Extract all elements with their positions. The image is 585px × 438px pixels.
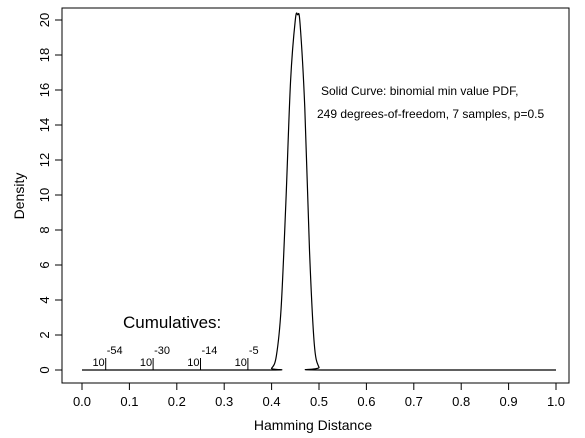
- cumulative-exponent: -5: [249, 345, 259, 357]
- y-tick-label: 10: [37, 188, 52, 202]
- y-tick-label: 12: [37, 153, 52, 167]
- x-tick-label: 0.3: [215, 394, 233, 409]
- x-tick-label: 0.7: [405, 394, 423, 409]
- y-tick-label: 2: [37, 331, 52, 338]
- x-tick-label: 1.0: [547, 394, 565, 409]
- x-tick-label: 0.5: [310, 394, 328, 409]
- x-tick-label: 0.6: [357, 394, 375, 409]
- y-tick-label: 18: [37, 48, 52, 62]
- annotation-line-1: Solid Curve: binomial min value PDF,: [321, 84, 518, 98]
- series-line: [81, 12, 556, 371]
- y-tick-label: 4: [37, 296, 52, 303]
- y-tick-label: 14: [37, 118, 52, 132]
- y-tick-label: 6: [37, 261, 52, 268]
- x-axis-title: Hamming Distance: [254, 417, 372, 433]
- cumulatives-title: Cumulatives:: [123, 313, 221, 332]
- x-tick-label: 0.9: [500, 394, 518, 409]
- cumulative-base: 10: [92, 357, 104, 369]
- cumulative-exponent: -30: [154, 345, 170, 357]
- cumulative-base: 10: [235, 357, 247, 369]
- y-axis: 0 2 4 6 8 10 12 14 16 18 20: [37, 13, 62, 374]
- y-tick-label: 8: [37, 226, 52, 233]
- y-axis-title: Density: [11, 173, 27, 220]
- x-tick-label: 0.8: [452, 394, 470, 409]
- cumulative-exponent: -14: [202, 345, 218, 357]
- annotation-line-2: 249 degrees-of-freedom, 7 samples, p=0.5: [317, 107, 544, 121]
- cumulative-exponent: -54: [107, 345, 123, 357]
- x-tick-label: 0.2: [168, 394, 186, 409]
- x-axis: 0.0 0.1 0.2 0.3 0.4 0.5 0.6 0.7 0.8 0.9 1.0: [73, 383, 565, 409]
- y-tick-label: 16: [37, 83, 52, 97]
- x-tick-label: 0.1: [120, 394, 138, 409]
- x-tick-label: 0.4: [263, 394, 281, 409]
- series-layer: [81, 12, 556, 371]
- y-tick-label: 0: [37, 366, 52, 373]
- x-tick-label: 0.0: [73, 394, 91, 409]
- y-tick-label: 20: [37, 13, 52, 27]
- cumulative-base: 10: [187, 357, 199, 369]
- cumulative-base: 10: [140, 357, 152, 369]
